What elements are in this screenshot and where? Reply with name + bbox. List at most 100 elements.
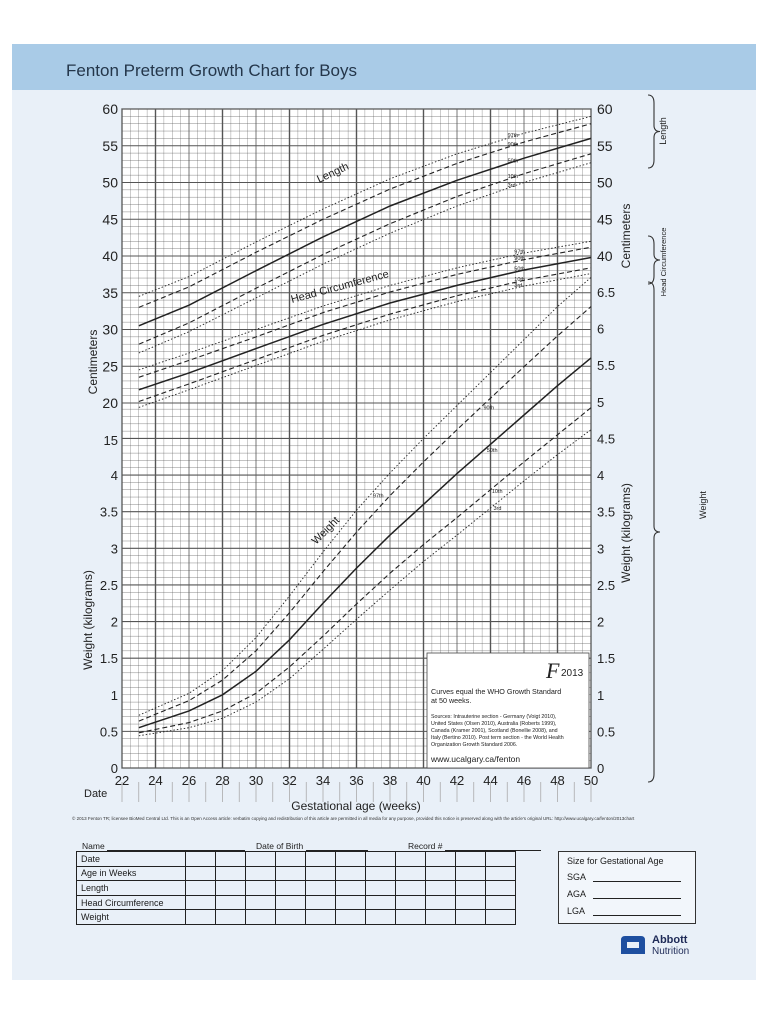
record-cell[interactable] <box>185 865 216 882</box>
record-row: Weight <box>76 909 516 925</box>
dob-field[interactable]: Date of Birth <box>256 841 368 851</box>
record-cell[interactable] <box>335 894 366 911</box>
x-tick-label: 30 <box>249 773 263 788</box>
info-box-url: www.ucalgary.ca/fenton <box>430 754 520 764</box>
record-cell[interactable] <box>335 880 366 896</box>
record-cell[interactable] <box>395 865 426 882</box>
record-cell[interactable] <box>185 909 216 925</box>
record-cell[interactable] <box>455 851 486 867</box>
percentile-label: 3rd <box>494 506 502 512</box>
y-tick-label-right-kg: 0 <box>597 761 604 776</box>
y-tick-label-right-cm: 60 <box>597 101 613 117</box>
record-cell[interactable] <box>215 894 246 911</box>
name-field[interactable]: Name <box>82 841 246 851</box>
y-tick-label-left-kg: 2 <box>111 615 118 630</box>
x-tick-label: 50 <box>584 773 598 788</box>
record-cell[interactable] <box>245 851 276 867</box>
y-tick-label-right-kg: 6 <box>597 322 604 337</box>
info-box-sources-2: United States (Olsen 2010), Australia (R… <box>431 721 556 727</box>
record-cell[interactable] <box>455 865 486 882</box>
series-line-head-circumference-3rd <box>138 273 592 408</box>
record-cell[interactable] <box>335 909 366 925</box>
x-tick-label: 26 <box>182 773 196 788</box>
record-cell[interactable] <box>335 865 366 882</box>
series-line-weight-90th <box>138 306 592 722</box>
record-cell[interactable] <box>425 880 456 896</box>
record-cell[interactable] <box>245 909 276 925</box>
record-cell[interactable] <box>365 909 396 925</box>
record-cell[interactable] <box>365 894 396 911</box>
record-cell[interactable] <box>485 909 516 925</box>
x-tick-label: 24 <box>148 773 162 788</box>
percentile-label: 10th <box>508 174 519 180</box>
record-cell[interactable] <box>185 851 216 867</box>
record-cell[interactable] <box>185 880 216 896</box>
percentile-label: 3rd <box>508 183 516 189</box>
record-cell[interactable] <box>275 865 306 882</box>
size-for-gestational-age-box: Size for Gestational Age SGA AGA LGA <box>558 851 696 924</box>
y-axis-title-right-kg: Weight (kilograms) <box>619 483 633 583</box>
brand-sub: Nutrition <box>652 946 690 957</box>
record-cell[interactable] <box>275 894 306 911</box>
fenton-logo-year: 2013 <box>561 668 584 679</box>
record-cell[interactable] <box>425 894 456 911</box>
x-tick-label: 22 <box>115 773 129 788</box>
record-cell[interactable] <box>485 894 516 911</box>
record-cell[interactable] <box>485 865 516 882</box>
record-cell[interactable] <box>275 880 306 896</box>
record-row: Length <box>76 880 516 896</box>
series-line-length-97th <box>138 115 592 297</box>
y-tick-label-right-kg: 4.5 <box>597 431 615 446</box>
record-cell[interactable] <box>395 880 426 896</box>
record-row: Date <box>76 851 516 867</box>
y-tick-label-right-kg: 3 <box>597 541 604 556</box>
record-cell[interactable] <box>245 865 276 882</box>
record-cell[interactable] <box>245 894 276 911</box>
record-cell[interactable] <box>365 851 396 867</box>
record-cell[interactable] <box>305 894 336 911</box>
y-tick-label-right-kg: 5 <box>597 395 604 410</box>
record-cell[interactable] <box>215 909 246 925</box>
aga-option[interactable]: AGA <box>567 889 681 899</box>
percentile-label: 50th <box>508 158 519 164</box>
record-cell[interactable] <box>275 909 306 925</box>
record-cell[interactable] <box>425 851 456 867</box>
record-cell[interactable] <box>455 909 486 925</box>
copyright-note: © 2013 Fenton TR; licensee BioMed Centra… <box>72 816 635 821</box>
brand-name: Abbott <box>652 934 688 946</box>
y-tick-label-left-kg: 1 <box>111 688 118 703</box>
record-cell[interactable] <box>425 909 456 925</box>
x-tick-label: 38 <box>383 773 397 788</box>
record-cell[interactable] <box>305 909 336 925</box>
sga-option[interactable]: SGA <box>567 872 681 882</box>
lga-option[interactable]: LGA <box>567 906 681 916</box>
page-title: Fenton Preterm Growth Chart for Boys <box>66 61 357 80</box>
record-cell[interactable] <box>395 894 426 911</box>
record-cell[interactable] <box>245 880 276 896</box>
record-cell[interactable] <box>215 880 246 896</box>
percentile-label: 97th <box>373 493 384 499</box>
y-tick-label-left-kg: 4 <box>111 468 118 483</box>
record-cell[interactable] <box>305 880 336 896</box>
record-cell[interactable] <box>305 865 336 882</box>
record-number-field[interactable]: Record # <box>408 841 541 851</box>
record-cell[interactable] <box>305 851 336 867</box>
record-cell[interactable] <box>185 894 216 911</box>
y-tick-label-right-cm: 45 <box>597 211 613 227</box>
record-cell[interactable] <box>365 865 396 882</box>
record-cell[interactable] <box>395 909 426 925</box>
record-cell[interactable] <box>215 865 246 882</box>
record-cell[interactable] <box>275 851 306 867</box>
record-cell[interactable] <box>395 851 426 867</box>
record-cell[interactable] <box>455 894 486 911</box>
weight-bracket-label: Weight <box>698 491 708 519</box>
record-cell[interactable] <box>335 851 366 867</box>
record-cell[interactable] <box>485 880 516 896</box>
record-cell[interactable] <box>485 851 516 867</box>
y-tick-label-left-cm: 50 <box>102 175 118 191</box>
record-cell[interactable] <box>365 880 396 896</box>
record-cell[interactable] <box>455 880 486 896</box>
record-cell[interactable] <box>425 865 456 882</box>
record-cell[interactable] <box>215 851 246 867</box>
y-tick-label-right-kg: 2.5 <box>597 578 615 593</box>
